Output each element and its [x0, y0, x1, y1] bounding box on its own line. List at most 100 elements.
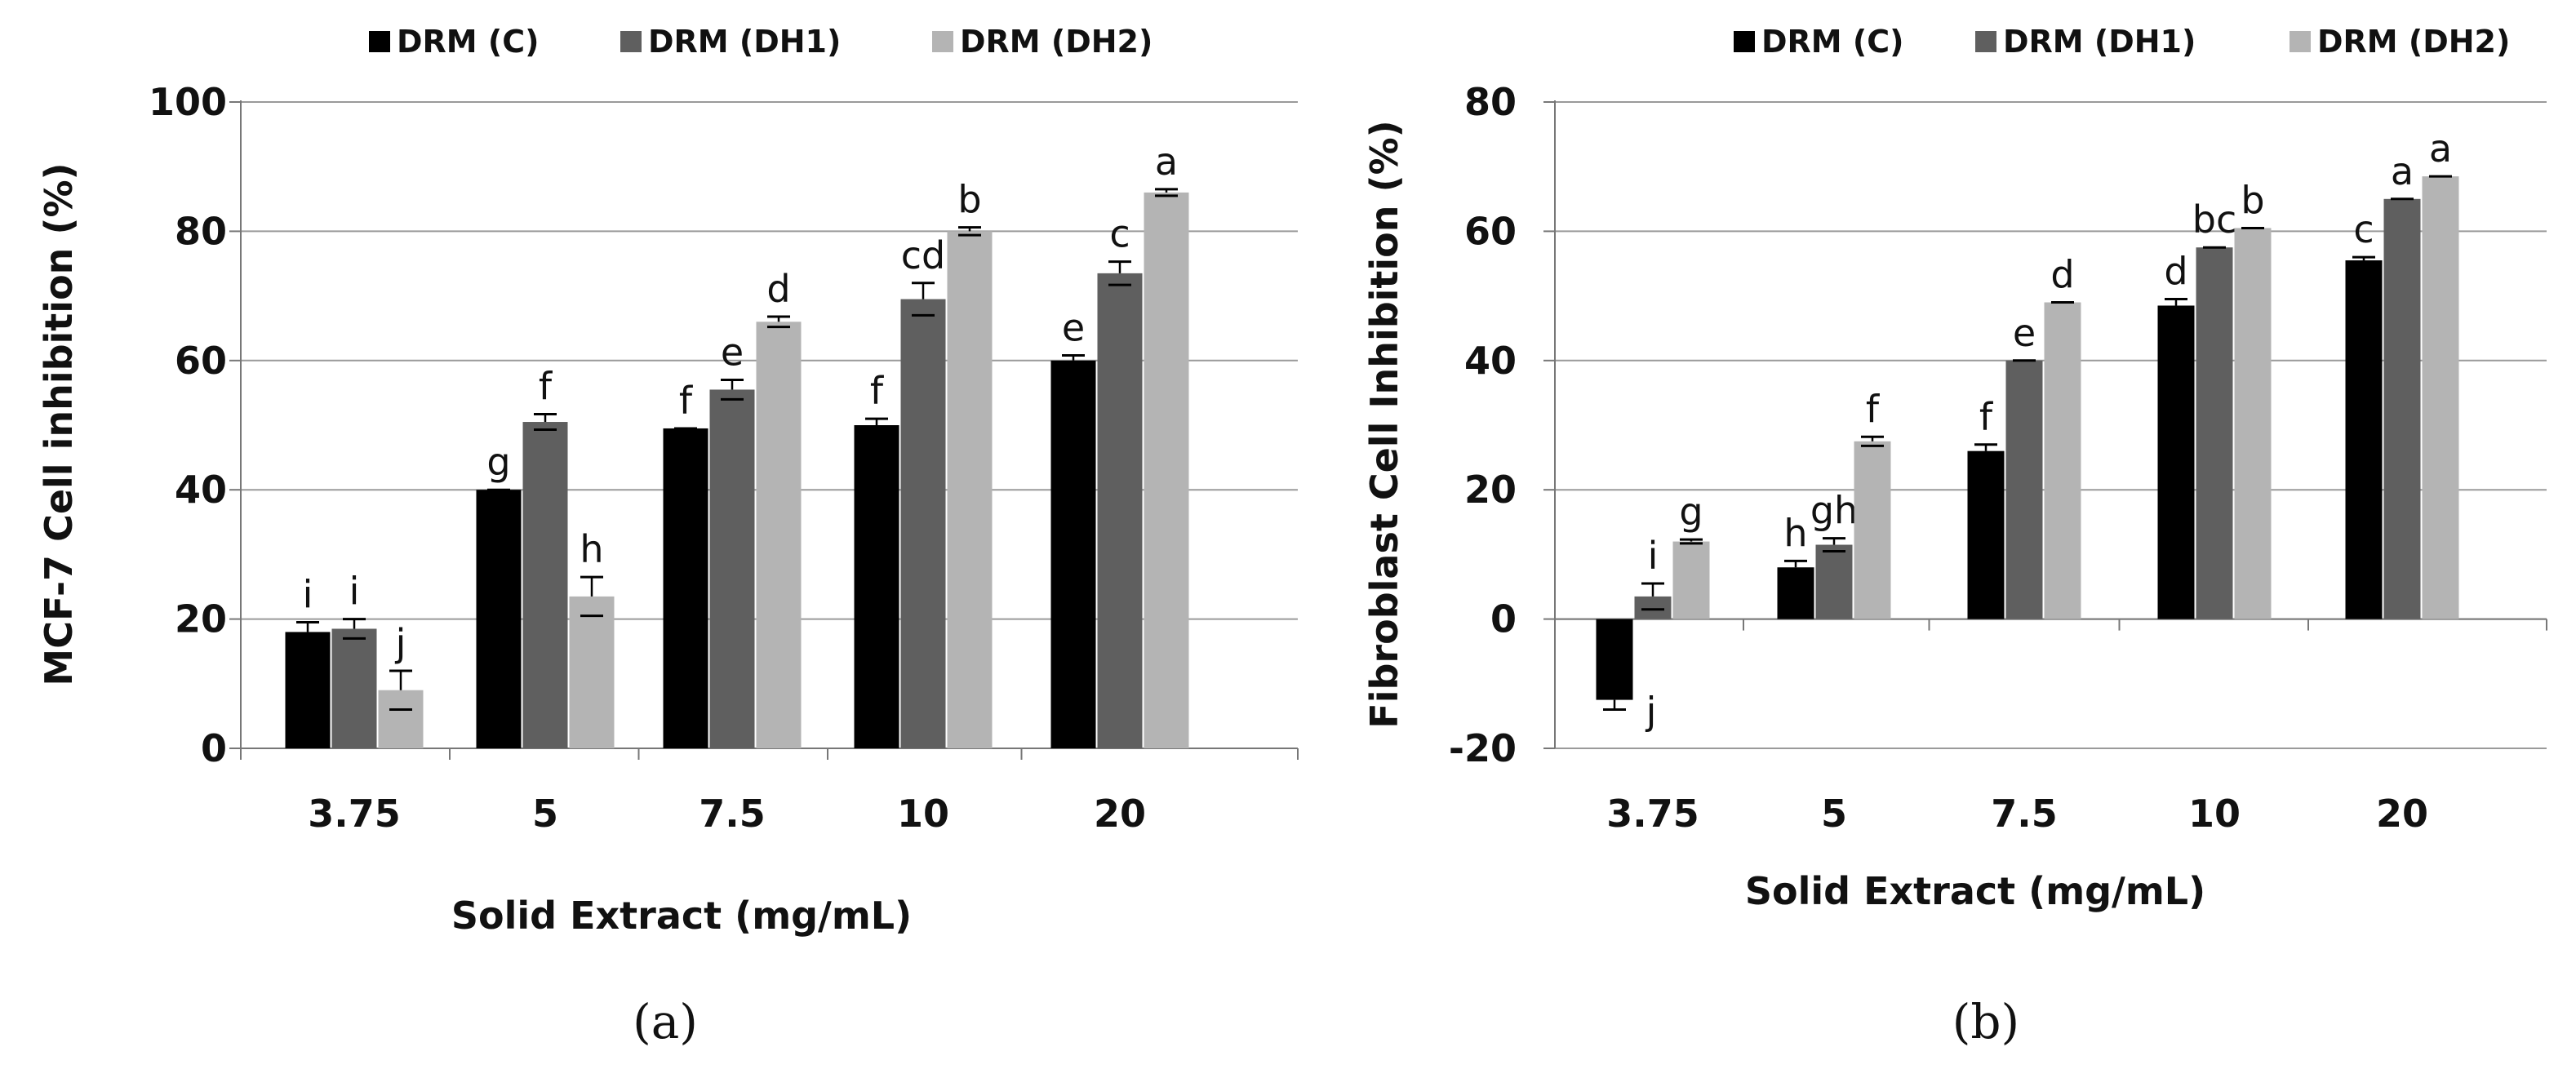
- significance-letter: g: [486, 440, 510, 484]
- y-tick-label: 60: [1464, 209, 1517, 253]
- bar: [1097, 273, 1143, 748]
- significance-letter: e: [721, 331, 744, 375]
- bar: [2196, 247, 2233, 619]
- legend-swatch: [369, 31, 390, 52]
- bar: [663, 428, 708, 748]
- x-tick-label: 3.75: [308, 792, 401, 836]
- bar: [1967, 450, 2005, 619]
- y-axis-title: Fibroblast Cell Inhibition (%): [1362, 120, 1406, 728]
- bar: [1596, 619, 1633, 700]
- bar: [2383, 198, 2421, 619]
- x-tick-label: 5: [532, 792, 558, 836]
- bar: [2422, 176, 2459, 619]
- legend-label: DRM (DH1): [2003, 24, 2196, 60]
- significance-letter: d: [766, 267, 790, 311]
- legend-swatch: [2290, 31, 2311, 52]
- legend-swatch: [620, 31, 642, 52]
- y-tick-label: 100: [149, 80, 227, 124]
- y-tick-label: 40: [175, 468, 227, 512]
- significance-letter: b: [2241, 178, 2264, 222]
- legend-label: DRM (C): [1761, 24, 1903, 60]
- significance-letter: f: [1979, 395, 1994, 439]
- y-tick-label: 80: [175, 209, 227, 253]
- bar: [2345, 260, 2383, 619]
- significance-letter: i: [349, 570, 360, 614]
- legend-swatch: [932, 31, 953, 52]
- significance-letter: a: [2391, 149, 2414, 193]
- x-axis-title: Solid Extract (mg/mL): [1745, 869, 2205, 913]
- bar: [947, 231, 993, 748]
- significance-letter: c: [1109, 212, 1130, 256]
- bar: [569, 596, 615, 748]
- significance-letter: b: [957, 178, 981, 222]
- x-tick-label: 5: [1821, 792, 1847, 836]
- significance-letter: f: [539, 365, 553, 409]
- bar: [1634, 596, 1672, 619]
- bar: [1672, 541, 1710, 619]
- significance-letter: bc: [2192, 197, 2237, 242]
- bar: [285, 632, 331, 748]
- x-tick-label: 3.75: [1606, 792, 1699, 836]
- significance-letter: c: [2353, 207, 2374, 251]
- legend-label: DRM (DH1): [648, 24, 841, 60]
- bar: [522, 422, 568, 748]
- y-tick-label: 20: [175, 597, 227, 641]
- significance-letter: f: [870, 369, 885, 413]
- significance-letter: j: [1646, 690, 1657, 734]
- bar: [2234, 228, 2272, 619]
- bar: [1050, 360, 1096, 748]
- bar: [2157, 305, 2195, 619]
- y-tick-label: 0: [1490, 597, 1517, 641]
- significance-letter: f: [679, 379, 694, 423]
- bar: [900, 299, 946, 748]
- bar: [1777, 567, 1814, 619]
- legend-label: DRM (DH2): [2317, 24, 2510, 60]
- panel-caption: (a): [633, 994, 698, 1049]
- significance-letter: cd: [901, 233, 946, 277]
- bar: [476, 490, 522, 748]
- bar: [2044, 302, 2081, 619]
- bar: [1144, 192, 1189, 748]
- bar: [709, 389, 755, 748]
- significance-letter: f: [1866, 387, 1881, 431]
- significance-letter: g: [1679, 490, 1703, 534]
- y-tick-label: 40: [1464, 339, 1517, 383]
- x-axis-title: Solid Extract (mg/mL): [451, 894, 912, 938]
- significance-letter: a: [2429, 126, 2452, 171]
- y-tick-label: 80: [1464, 80, 1517, 124]
- legend-label: DRM (C): [397, 24, 539, 60]
- significance-letter: j: [395, 621, 406, 665]
- y-tick-label: 0: [201, 726, 227, 770]
- legend-swatch: [1734, 31, 1755, 52]
- x-tick-label: 10: [897, 792, 949, 836]
- x-tick-label: 7.5: [699, 792, 766, 836]
- significance-letter: gh: [1810, 489, 1858, 533]
- x-tick-label: 7.5: [1991, 792, 2058, 836]
- bar: [1815, 544, 1853, 619]
- bar: [331, 628, 377, 748]
- bar: [378, 690, 424, 748]
- legend-swatch: [1975, 31, 1996, 52]
- significance-letter: e: [1062, 305, 1085, 349]
- y-tick-label: 20: [1464, 468, 1517, 512]
- significance-letter: e: [2013, 311, 2036, 355]
- bar: [756, 322, 802, 748]
- significance-letter: d: [2050, 253, 2074, 297]
- y-tick-label: 60: [175, 339, 227, 383]
- significance-letter: i: [303, 573, 313, 617]
- significance-letter: a: [1155, 140, 1178, 184]
- significance-letter: h: [580, 527, 603, 571]
- bar: [854, 425, 899, 748]
- bar: [1854, 441, 1891, 619]
- chart-b: -20 0 20 40 60 80 3.75 5 7.5 10 20 j h f d c i gh e bc a g f d b…: [1362, 24, 2547, 1049]
- y-axis-title: MCF-7 Cell inhibition (%): [37, 162, 81, 685]
- panel-caption: (b): [1952, 994, 2019, 1049]
- x-tick-label: 20: [1094, 792, 1146, 836]
- significance-letter: d: [2164, 250, 2187, 294]
- x-tick-label: 10: [2188, 792, 2241, 836]
- bar: [2005, 360, 2043, 619]
- significance-letter: h: [1783, 511, 1807, 555]
- y-tick-label: -20: [1449, 726, 1517, 770]
